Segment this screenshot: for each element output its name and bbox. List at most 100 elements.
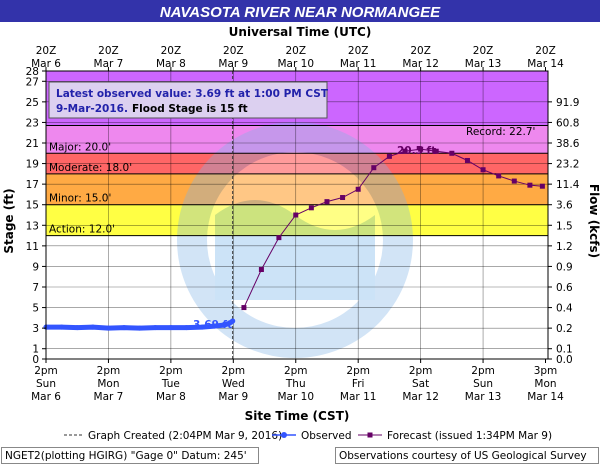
- band-action: [46, 204, 548, 236]
- footer-left-box: [1, 447, 259, 464]
- forecast-point-14: [464, 157, 470, 163]
- top-tick-time-4: 20Z: [285, 45, 306, 57]
- y-tick-label-5: 5: [32, 303, 39, 315]
- y-tick-label-7: 7: [32, 282, 39, 294]
- x-tick-date-6: Mar 12: [402, 391, 439, 403]
- x-tick-date-7: Mar 13: [465, 391, 502, 403]
- callout-date: 9-Mar-2016.: [56, 103, 128, 115]
- x-tick-time-0: 2pm: [34, 365, 58, 377]
- y-tick-label-9: 9: [32, 261, 39, 273]
- legend-graph-created: Graph Created (2:04PM Mar 9, 2016): [88, 430, 282, 442]
- band-minor: [46, 173, 548, 205]
- latest-value-callout: [48, 81, 328, 119]
- x-tick-day-6: Sat: [412, 378, 429, 390]
- x-tick-day-2: Tue: [161, 378, 180, 390]
- top-axis-title: Universal Time (UTC): [229, 25, 372, 39]
- y-tick-label-11: 11: [26, 241, 39, 253]
- forecast-point-1: [258, 267, 264, 273]
- top-tick-time-1: 20Z: [98, 45, 119, 57]
- x-tick-time-2: 2pm: [159, 365, 183, 377]
- noaa-watermark-mark: NOAA: [266, 154, 324, 175]
- band-major: [46, 125, 548, 154]
- top-tick-date-3: Mar 9: [218, 58, 248, 70]
- observed-point-4: [105, 325, 111, 331]
- observed-point-12: [221, 322, 227, 328]
- category-label-moderate: Moderate: 18.0': [49, 162, 132, 174]
- top-tick-date-5: Mar 11: [340, 58, 377, 70]
- observed-point-8: [168, 325, 174, 331]
- x-tick-date-8: Mar 14: [527, 391, 564, 403]
- x-tick-day-4: Thu: [285, 378, 306, 390]
- forecast-point-8: [371, 165, 377, 171]
- top-tick-date-8: Mar 14: [527, 58, 564, 70]
- flow-tick-label-8: 3.6: [556, 200, 573, 212]
- title-bar: [0, 0, 600, 22]
- forecast-point-19: [539, 183, 545, 189]
- x-tick-time-4: 2pm: [284, 365, 308, 377]
- chart-title: NAVASOTA RIVER NEAR NORMANGEE: [160, 4, 441, 21]
- legend-observed-marker: [281, 432, 287, 438]
- forecast-point-13: [449, 150, 455, 156]
- flow-tick-label-3: 0.4: [556, 303, 573, 315]
- x-tick-day-8: Mon: [534, 378, 556, 390]
- top-tick-date-4: Mar 10: [277, 58, 314, 70]
- top-tick-date-1: Mar 7: [94, 58, 124, 70]
- category-labels: Major: 20.0' Moderate: 18.0' Minor: 15.0' A…: [49, 141, 132, 235]
- flow-tick-label-0: 0.0: [556, 354, 573, 366]
- band-normal: [46, 235, 548, 359]
- observed-point-1: [59, 324, 65, 330]
- observed-value-label: 3.69 ft: [193, 319, 232, 331]
- x-tick-time-5: 2pm: [346, 365, 370, 377]
- flow-tick-label-10: 23.2: [556, 159, 579, 171]
- category-label-minor: Minor: 15.0': [49, 193, 111, 205]
- observed-point-6: [137, 325, 143, 331]
- top-tick-time-7: 20Z: [473, 45, 494, 57]
- observed-point-2: [74, 325, 80, 331]
- flow-tick-label-9: 11.4: [556, 179, 580, 191]
- forecast-point-6: [340, 195, 346, 201]
- y-tick-label-28: 28: [26, 66, 39, 78]
- x-tick-time-3: 2pm: [222, 365, 246, 377]
- y-tick-label-0: 0: [32, 354, 39, 366]
- legend: Graph Created (2:04PM Mar 9, 2016) Obser…: [64, 430, 552, 442]
- x-tick-time-7: 2pm: [471, 365, 495, 377]
- x-tick-day-3: Wed: [222, 378, 245, 390]
- legend-forecast: Forecast (issued 1:34PM Mar 9): [387, 430, 552, 442]
- flow-tick-label-4: 0.6: [556, 282, 573, 294]
- y-tick-label-23: 23: [26, 117, 39, 129]
- category-label-major: Major: 20.0': [49, 141, 111, 153]
- flow-tick-label-11: 38.6: [556, 138, 580, 150]
- observed-point-7: [152, 325, 158, 331]
- forecast-point-7: [355, 186, 361, 192]
- flood-category-bands: [46, 71, 548, 359]
- top-tick-time-3: 20Z: [223, 45, 244, 57]
- observed-point-11: [212, 323, 218, 329]
- y-tick-label-1: 1: [32, 344, 39, 356]
- x-tick-date-2: Mar 8: [156, 391, 186, 403]
- forecast-series: [241, 146, 545, 311]
- forecast-point-12: [433, 148, 439, 154]
- flow-tick-label-12: 60.8: [556, 117, 579, 129]
- legend-forecast-marker: [367, 432, 373, 438]
- flow-tick-label-13: 91.9: [556, 97, 579, 109]
- forecast-point-15: [480, 167, 486, 173]
- plot-frame: [45, 70, 549, 360]
- top-tick-time-0: 20Z: [36, 45, 57, 57]
- forecast-point-5: [324, 199, 330, 205]
- x-tick-day-5: Fri: [352, 378, 365, 390]
- forecast-point-9: [386, 153, 392, 159]
- x-tick-date-1: Mar 7: [94, 391, 124, 403]
- x-tick-day-7: Sun: [473, 378, 493, 390]
- x-tick-date-5: Mar 11: [340, 391, 377, 403]
- flow-tick-label-2: 0.2: [556, 323, 573, 335]
- x-tick-time-8: 3pm: [534, 365, 558, 377]
- observed-point-9: [183, 325, 189, 331]
- forecast-point-2: [276, 235, 282, 241]
- y-axis-title-flow: Flow (kcfs): [587, 184, 600, 258]
- top-tick-date-2: Mar 8: [156, 58, 186, 70]
- forecast-point-3: [293, 212, 299, 218]
- category-label-action: Action: 12.0': [49, 224, 115, 236]
- y-tick-label-21: 21: [26, 138, 39, 150]
- crest-label: 20.5 ft: [397, 145, 436, 157]
